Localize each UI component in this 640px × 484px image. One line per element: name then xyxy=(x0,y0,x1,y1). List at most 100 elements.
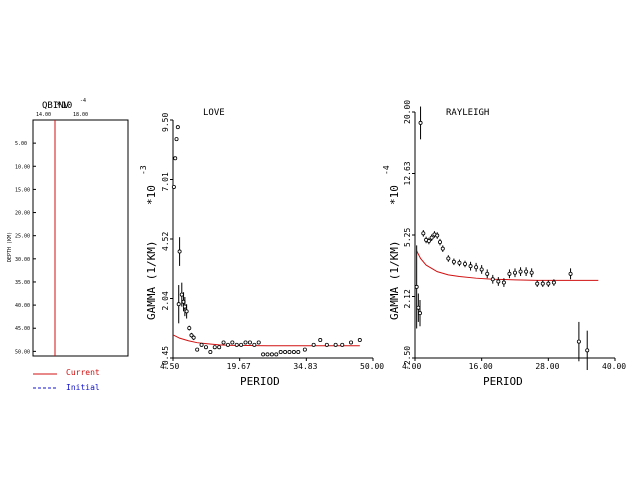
love-data-point xyxy=(230,340,235,345)
love-exponent: -3 xyxy=(139,165,148,175)
love-data-point xyxy=(256,340,261,345)
rayleigh-data-point xyxy=(546,281,551,286)
rayleigh-data-point xyxy=(568,271,573,276)
rayleigh-data-point xyxy=(518,269,523,274)
rayleigh-ytick-label: 12.63 xyxy=(403,161,412,185)
love-data-point xyxy=(182,304,187,309)
love-ytick-label: 7.01 xyxy=(161,172,170,191)
love-data-point xyxy=(291,350,296,355)
rayleigh-data-point xyxy=(501,280,506,285)
rayleigh-exponent: -4 xyxy=(382,165,391,175)
rayleigh-data-point xyxy=(429,235,434,240)
love-data-point xyxy=(175,125,180,130)
rayleigh-data-point xyxy=(414,284,419,289)
love-data-point xyxy=(177,249,182,254)
rayleigh-data-point xyxy=(524,269,529,274)
love-data-point xyxy=(311,342,316,347)
qbinv-title: QBINV xyxy=(42,101,70,111)
qbinv-frame xyxy=(32,119,129,357)
rayleigh-ytick-label: 5.25 xyxy=(403,228,412,247)
love-chart: LOVE GAMMA (1/KM) *10 -3 PERIOD -0.45 2.0… xyxy=(139,108,384,388)
love-data-point xyxy=(247,340,252,345)
love-data-point xyxy=(269,352,274,357)
love-data-point xyxy=(171,184,176,189)
rayleigh-data-point xyxy=(421,231,426,236)
rayleigh-data-point xyxy=(446,256,451,261)
love-data-point xyxy=(274,352,279,357)
rayleigh-data-point xyxy=(468,264,473,269)
qbinv-depth-ticks: 5.00 10.00 15.00 20.00 25.00 30.00 35.00 40.00 4… xyxy=(15,141,36,355)
love-ytick-label: -0.45 xyxy=(161,346,170,370)
love-data-point xyxy=(179,292,184,297)
love-data-point xyxy=(195,347,200,352)
love-data-point xyxy=(278,350,283,355)
love-xtick-label: 19.67 xyxy=(227,362,251,371)
qbinv-depth-tick-label: 10.00 xyxy=(15,164,30,170)
love-data-point xyxy=(174,137,179,142)
love-data-point xyxy=(184,309,189,314)
love-data-point xyxy=(261,352,266,357)
rayleigh-data-point xyxy=(507,271,512,276)
qbinv-depth-tick-label: 25.00 xyxy=(15,234,30,240)
rayleigh-data-point xyxy=(435,233,440,238)
love-data-point xyxy=(252,342,257,347)
love-data-point xyxy=(287,350,292,355)
love-data-point xyxy=(173,156,178,161)
qbinv-top-tick-0: 14.00 xyxy=(36,112,51,118)
love-data-point xyxy=(221,340,226,345)
love-data-point xyxy=(189,333,194,338)
rayleigh-observed-points xyxy=(414,106,590,371)
rayleigh-ylabel: GAMMA (1/KM) xyxy=(388,241,401,320)
rayleigh-title: RAYLEIGH xyxy=(446,108,489,118)
rayleigh-data-point xyxy=(416,305,421,310)
qbinv-depth-tick-label: 30.00 xyxy=(15,257,30,263)
rayleigh-xtick-label: 28.00 xyxy=(535,362,559,371)
love-axes: -0.45 2.04 4.52 7.01 9.50 4.50 19.67 34.83 50.00 xyxy=(160,113,384,371)
rayleigh-data-point xyxy=(535,281,540,286)
love-ytick-label: 9.50 xyxy=(161,113,170,132)
qbinv-ylabel: DEPTH (KM) xyxy=(7,232,13,262)
love-observed-points xyxy=(171,125,362,357)
rayleigh-data-point xyxy=(417,311,422,316)
rayleigh-ytick-label: -2.50 xyxy=(403,346,412,370)
love-xtick-label: 4.50 xyxy=(160,362,179,371)
rayleigh-chart: RAYLEIGH GAMMA (1/KM) *10 -4 PERIOD -2.5… xyxy=(382,100,626,388)
legend: Current Initial xyxy=(33,368,100,392)
rayleigh-xlabel: PERIOD xyxy=(483,375,523,388)
qbinv-depth-tick-label: 5.00 xyxy=(15,141,27,147)
rayleigh-data-point xyxy=(451,259,456,264)
rayleigh-data-point xyxy=(437,240,442,245)
love-ytick-label: 4.52 xyxy=(161,232,170,251)
rayleigh-axes: -2.50 2.12 5.25 12.63 20.00 4.00 16.00 28.00 40.… xyxy=(402,100,626,371)
rayleigh-multiplier: *10 xyxy=(388,185,401,205)
rayleigh-data-point xyxy=(440,246,445,251)
qbinv-exponent: -4 xyxy=(80,98,86,104)
love-title: LOVE xyxy=(203,108,225,118)
love-data-point xyxy=(208,350,213,355)
love-data-point xyxy=(234,342,239,347)
love-data-point xyxy=(187,326,192,331)
love-data-point xyxy=(340,342,345,347)
rayleigh-data-point xyxy=(576,339,581,344)
rayleigh-data-point xyxy=(474,265,479,270)
qbinv-depth-tick-label: 35.00 xyxy=(15,280,30,286)
love-data-point xyxy=(324,342,329,347)
rayleigh-data-point xyxy=(540,281,545,286)
love-data-point xyxy=(225,342,230,347)
rayleigh-data-point xyxy=(418,120,423,125)
rayleigh-data-point xyxy=(485,271,490,276)
love-data-point xyxy=(199,342,204,347)
rayleigh-model-curve xyxy=(416,250,599,281)
qbinv-top-tick-1: 18.00 xyxy=(73,112,88,118)
love-data-point xyxy=(302,347,307,352)
love-data-point xyxy=(318,338,323,343)
rayleigh-ytick-label: 20.00 xyxy=(403,100,412,124)
love-data-point xyxy=(333,342,338,347)
love-data-point xyxy=(176,302,181,307)
qbinv-depth-tick-label: 40.00 xyxy=(15,303,30,309)
love-data-point xyxy=(191,335,196,340)
qbinv-panel: QBINV *10 -4 14.00 18.00 DEPTH (KM) 5.00… xyxy=(7,98,129,357)
love-xtick-label: 50.00 xyxy=(360,362,384,371)
love-data-point xyxy=(203,345,208,350)
love-data-point xyxy=(243,340,248,345)
